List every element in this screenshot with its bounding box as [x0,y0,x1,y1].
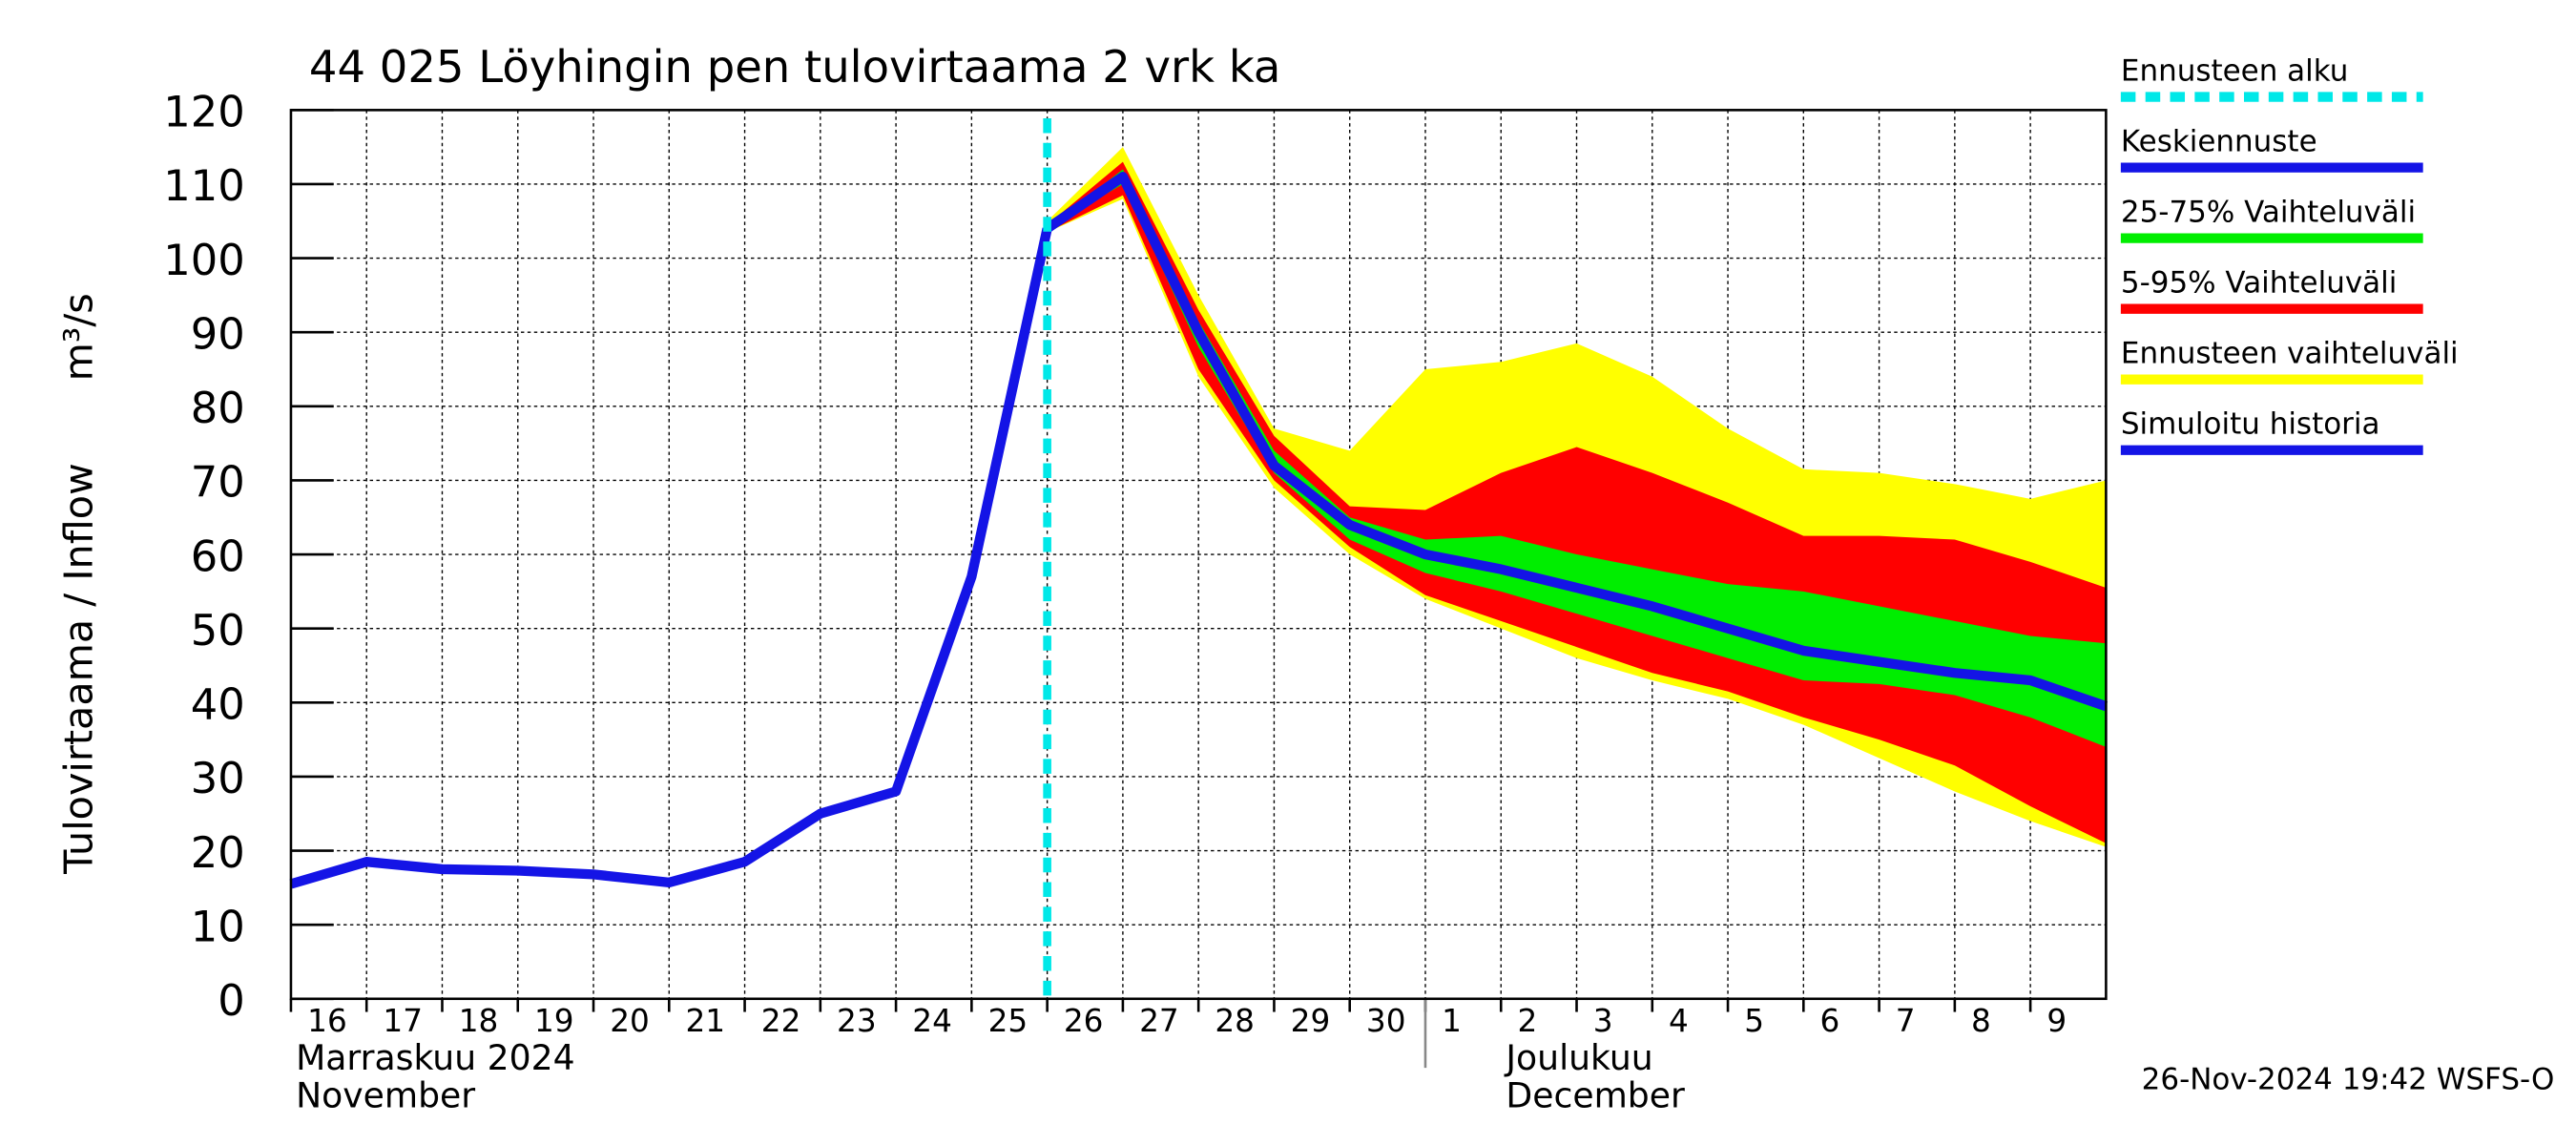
y-tick-label: 110 [163,160,244,211]
series-line [289,227,1052,889]
x-tick-label: 24 [912,1003,952,1039]
x-tick-label: 16 [307,1003,347,1039]
x-tick-label: 1 [1442,1003,1462,1039]
x-tick-label: 17 [383,1003,423,1039]
y-tick-label: 50 [191,605,245,656]
x-tick-label: 3 [1593,1003,1613,1039]
y-tick-label: 90 [191,308,245,359]
y-tick-label: 0 [218,975,244,1026]
x-tick-label: 6 [1820,1003,1840,1039]
timestamp: 26-Nov-2024 19:42 WSFS-O [2142,1062,2555,1096]
x-tick-label: 23 [837,1003,877,1039]
y-axis-unit: m³/s [56,293,102,381]
month-label: November [296,1074,475,1115]
y-tick-label: 120 [163,87,244,137]
x-tick-label: 8 [1971,1003,1991,1039]
month-label: Marraskuu 2024 [296,1037,574,1078]
legend-label: Ennusteen vaihteluväli [2121,336,2459,370]
legend-label: Simuloitu historia [2121,407,2380,442]
x-tick-label: 9 [2046,1003,2067,1039]
y-axis-label: Tulovirtaama / Inflow [56,463,102,875]
x-tick-label: 20 [610,1003,650,1039]
x-tick-label: 27 [1139,1003,1179,1039]
legend-label: 5-95% Vaihteluväli [2121,265,2397,300]
x-tick-label: 2 [1517,1003,1537,1039]
month-label: Joulukuu [1504,1037,1652,1078]
x-tick-label: 26 [1064,1003,1104,1039]
y-tick-label: 100 [163,235,244,285]
x-tick-label: 19 [534,1003,574,1039]
month-label: December [1506,1074,1685,1115]
series-line [1044,172,2109,712]
x-tick-label: 22 [761,1003,801,1039]
legend-label: 25-75% Vaihteluväli [2121,195,2416,229]
y-tick-label: 30 [191,753,245,803]
x-tick-label: 18 [459,1003,499,1039]
x-tick-label: 21 [686,1003,726,1039]
y-tick-label: 60 [191,531,245,581]
legend-label: Keskiennuste [2121,124,2317,158]
plot-frame [289,109,2108,1001]
y-tick-label: 20 [191,827,245,878]
legend-label: Ennusteen alku [2121,53,2349,88]
x-tick-label: 25 [988,1003,1028,1039]
x-tick-label: 30 [1366,1003,1406,1039]
x-tick-label: 28 [1215,1003,1255,1039]
x-tick-label: 4 [1669,1003,1689,1039]
x-tick-label: 7 [1896,1003,1916,1039]
x-tick-label: 5 [1744,1003,1764,1039]
x-tick-label: 29 [1291,1003,1331,1039]
chart-title: 44 025 Löyhingin pen tulovirtaama 2 vrk … [309,41,1281,93]
forecast-band [1047,169,2107,747]
y-tick-label: 80 [191,383,245,433]
y-tick-label: 70 [191,457,245,508]
y-tick-label: 10 [191,901,245,951]
y-tick-label: 40 [191,679,245,730]
